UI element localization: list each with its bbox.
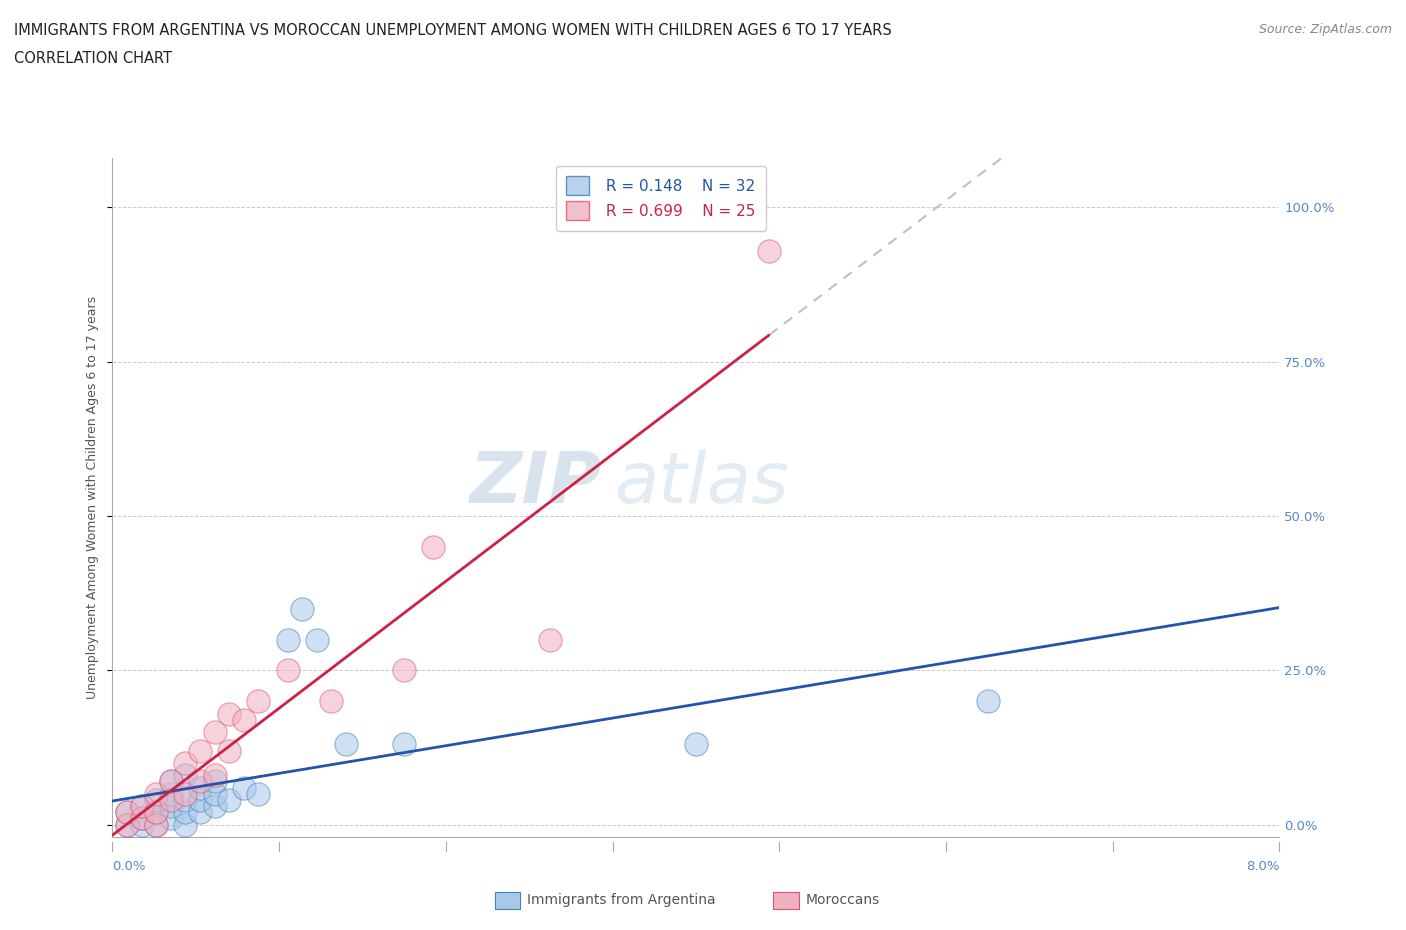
Point	[174, 792, 197, 807]
Point	[305, 632, 328, 647]
Point	[145, 804, 167, 819]
Point	[392, 663, 416, 678]
Point	[174, 755, 197, 770]
Text: atlas: atlas	[614, 449, 789, 518]
Point	[204, 768, 226, 783]
Text: IMMIGRANTS FROM ARGENTINA VS MOROCCAN UNEMPLOYMENT AMONG WOMEN WITH CHILDREN AGE: IMMIGRANTS FROM ARGENTINA VS MOROCCAN UN…	[14, 23, 891, 38]
Point	[160, 792, 183, 807]
Point	[538, 632, 561, 647]
Point	[145, 817, 167, 832]
Text: Source: ZipAtlas.com: Source: ZipAtlas.com	[1258, 23, 1392, 36]
Point	[276, 632, 298, 647]
Point	[160, 811, 183, 826]
Point	[232, 780, 254, 795]
Point	[174, 817, 197, 832]
Y-axis label: Unemployment Among Women with Children Ages 6 to 17 years: Unemployment Among Women with Children A…	[86, 296, 100, 699]
Point	[188, 743, 211, 758]
Point	[218, 792, 240, 807]
Point	[335, 737, 357, 751]
Point	[976, 694, 998, 709]
Point	[247, 787, 270, 802]
Point	[145, 787, 167, 802]
Text: 0.0%: 0.0%	[112, 859, 146, 872]
Point	[204, 787, 226, 802]
Point	[131, 811, 153, 826]
Point	[115, 817, 138, 832]
Legend:  R = 0.148    N = 32,  R = 0.699    N = 25: R = 0.148 N = 32, R = 0.699 N = 25	[555, 166, 766, 231]
Point	[174, 768, 197, 783]
Point	[204, 724, 226, 739]
Point	[160, 774, 183, 789]
Point	[218, 706, 240, 721]
Point	[145, 804, 167, 819]
Point	[174, 804, 197, 819]
Point	[204, 774, 226, 789]
Point	[131, 799, 153, 814]
Point	[247, 694, 270, 709]
Point	[188, 792, 211, 807]
Point	[291, 601, 314, 616]
Point	[115, 817, 138, 832]
Point	[131, 817, 153, 832]
Point	[145, 817, 167, 832]
Point	[232, 712, 254, 727]
Point	[392, 737, 416, 751]
Point	[188, 804, 211, 819]
Text: 8.0%: 8.0%	[1246, 859, 1279, 872]
Point	[131, 799, 153, 814]
Point	[188, 774, 211, 789]
Point	[115, 804, 138, 819]
Text: Immigrants from Argentina: Immigrants from Argentina	[527, 893, 716, 908]
Point	[174, 787, 197, 802]
Point	[160, 787, 183, 802]
Point	[218, 743, 240, 758]
Point	[422, 539, 444, 554]
Point	[160, 774, 183, 789]
Point	[204, 799, 226, 814]
Point	[160, 799, 183, 814]
Point	[188, 780, 211, 795]
Point	[145, 792, 167, 807]
Point	[276, 663, 298, 678]
Point	[131, 811, 153, 826]
Text: CORRELATION CHART: CORRELATION CHART	[14, 51, 172, 66]
Text: Moroccans: Moroccans	[806, 893, 880, 908]
Point	[321, 694, 343, 709]
Text: ZIP: ZIP	[471, 449, 603, 518]
Point	[758, 244, 780, 259]
Point	[115, 804, 138, 819]
Point	[685, 737, 707, 751]
